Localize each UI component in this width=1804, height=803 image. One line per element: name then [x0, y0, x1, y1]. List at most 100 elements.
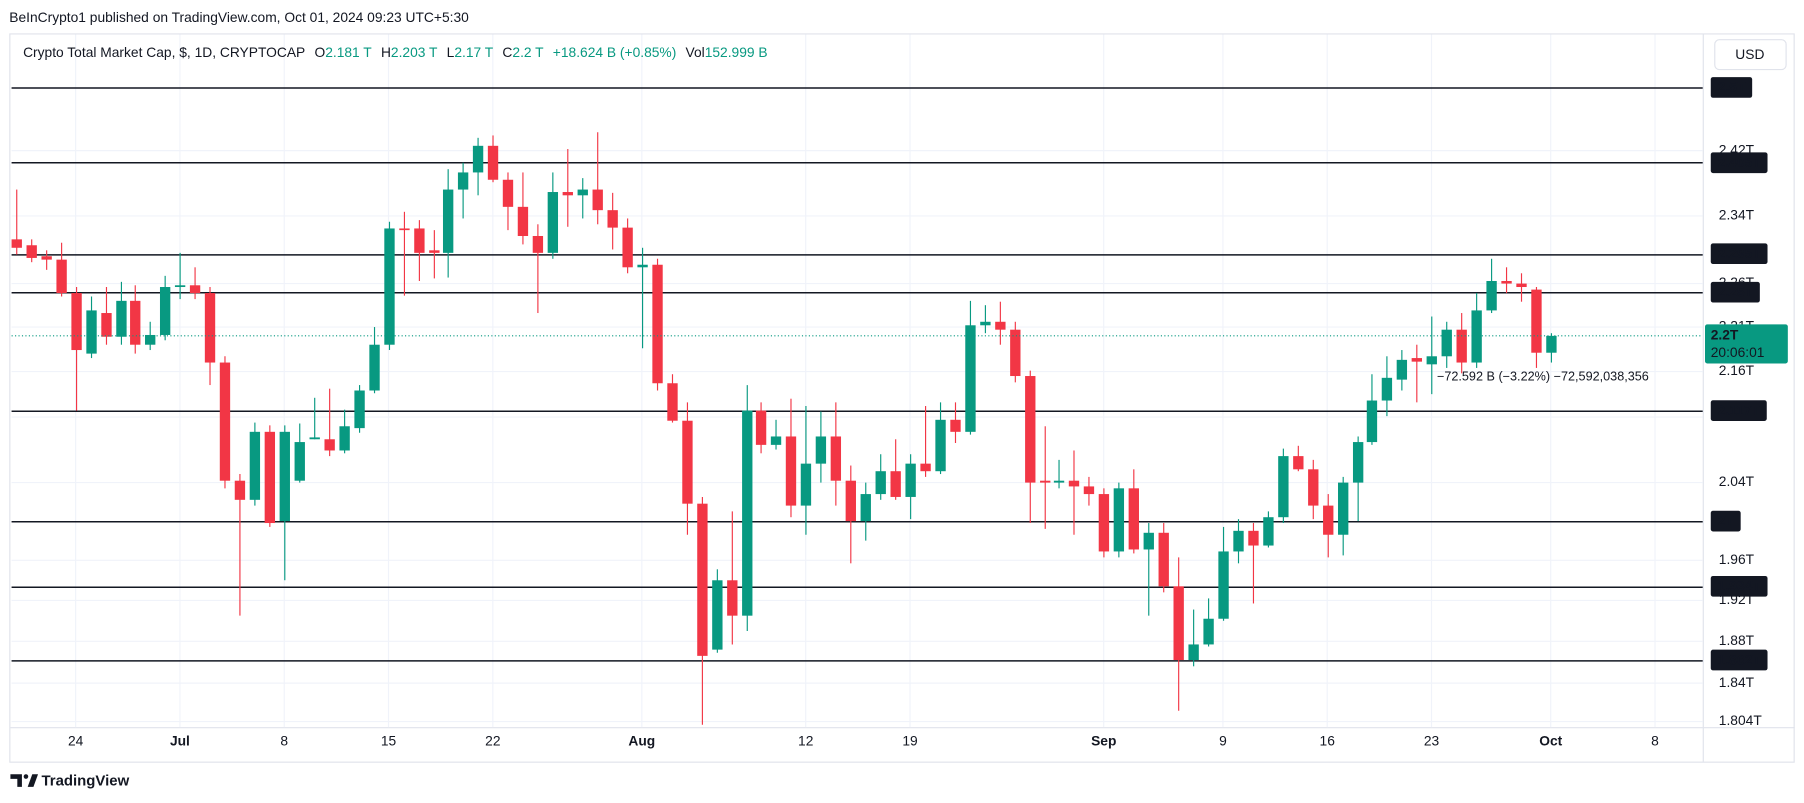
- candle-body: [890, 471, 901, 497]
- candle-body: [712, 580, 723, 650]
- candle-body: [755, 410, 767, 445]
- measure-annotation: −72.592 B (−3.22%) −72,592,038,356: [1437, 370, 1649, 384]
- candle-body: [1218, 551, 1229, 619]
- candle-body: [950, 419, 961, 432]
- candle-body: [1516, 283, 1527, 288]
- candle-body: [1366, 400, 1378, 443]
- candle-body: [1203, 618, 1214, 645]
- low-value: 2.17 T: [454, 45, 493, 60]
- candle-body: [1053, 480, 1065, 483]
- candle-body: [1025, 376, 1036, 483]
- last-price-box: [1705, 324, 1788, 364]
- level-label-box: [1710, 400, 1767, 421]
- overlay: 2.5T 2.405T 2.295T 2.25T 2.117T 2T 1.934T 1.862…: [1437, 77, 1788, 671]
- candle-body: [1531, 289, 1542, 353]
- candle-body: [1188, 644, 1199, 661]
- candle-body: [159, 287, 171, 335]
- close-value: 2.2 T: [512, 45, 544, 60]
- candle-body: [622, 227, 633, 268]
- candle-body: [502, 179, 514, 207]
- candle-body: [41, 256, 52, 260]
- candle-body: [309, 437, 320, 440]
- level-label: 2.117T: [1718, 403, 1761, 418]
- candle-body: [1233, 530, 1244, 552]
- candle-body: [71, 293, 82, 351]
- candle-body: [562, 192, 573, 196]
- footer-logo: [10, 774, 39, 787]
- candle-body: [920, 463, 931, 472]
- x-tick-label: 15: [381, 734, 397, 749]
- candle-body: [457, 172, 469, 190]
- y-tick-label: 1.88T: [1719, 633, 1755, 648]
- candle-body: [1546, 335, 1557, 353]
- candle-body: [472, 145, 484, 173]
- footer-brand: TradingView: [41, 773, 129, 790]
- candle-body: [1308, 469, 1319, 506]
- candle-body: [204, 293, 216, 363]
- candle-body: [532, 235, 544, 253]
- candle-body: [1456, 329, 1467, 363]
- currency-label[interactable]: USD: [1735, 47, 1764, 62]
- candle-body: [234, 480, 246, 500]
- x-tick-label: 19: [902, 734, 918, 749]
- candle-body: [1278, 456, 1289, 518]
- x-tick-label: 12: [798, 734, 813, 749]
- candle-body: [399, 228, 410, 231]
- level-label: 2.25T: [1718, 284, 1754, 299]
- level-label-box: [1710, 510, 1741, 532]
- candle-body: [1010, 329, 1021, 377]
- candle-body: [815, 436, 827, 464]
- candle-body: [770, 436, 782, 445]
- level-label: 2.295T: [1718, 246, 1762, 261]
- candle-body: [294, 442, 305, 481]
- candle-body: [145, 334, 156, 345]
- level-label-box: [1710, 575, 1768, 597]
- candle-body: [1426, 356, 1437, 365]
- candle-body: [1143, 532, 1154, 550]
- candle-body: [995, 321, 1006, 330]
- x-tick-label: Aug: [628, 734, 655, 749]
- candle-body: [264, 431, 276, 524]
- candle-body: [219, 362, 231, 481]
- y-tick-label: 1.804T: [1719, 713, 1763, 728]
- volume-label: Vol: [686, 45, 705, 60]
- candle-body: [1083, 486, 1095, 495]
- x-tick-label: 22: [485, 734, 500, 749]
- candle-body: [860, 494, 871, 522]
- candle-body: [1501, 280, 1512, 284]
- candle-body: [935, 419, 946, 472]
- level-label-box: [1710, 649, 1768, 671]
- low-label: L: [447, 45, 455, 60]
- candle-body: [667, 383, 678, 421]
- candle-body: [517, 206, 529, 236]
- candle-body: [577, 189, 588, 196]
- candle-body: [785, 436, 797, 506]
- level-label: 2T: [1718, 513, 1735, 528]
- candle-body: [369, 344, 380, 391]
- candle-body: [875, 471, 886, 495]
- symbol: Crypto Total Market Cap, $, 1D, CRYPTOCA…: [23, 45, 305, 60]
- candle-body: [354, 390, 365, 429]
- candle-body: [1411, 358, 1422, 362]
- level-label: 2.5T: [1718, 80, 1746, 95]
- candle-body: [742, 410, 753, 616]
- candle-body: [697, 503, 708, 656]
- level-label-box: [1710, 243, 1768, 265]
- grid: [11, 34, 1703, 728]
- candle-body: [1248, 530, 1259, 546]
- publisher-line: BeInCrypto1 published on TradingView.com…: [9, 10, 469, 25]
- last-price-label: 2.2T: [1711, 328, 1739, 343]
- candle-body: [547, 192, 559, 253]
- x-tick-label: 23: [1424, 734, 1440, 749]
- candle-body: [1173, 586, 1184, 661]
- candle-body: [1068, 480, 1080, 487]
- levels: [11, 87, 1703, 662]
- currency-button[interactable]: [1714, 39, 1787, 71]
- x-tick-label: 8: [1651, 734, 1659, 749]
- candle-body: [1128, 488, 1139, 550]
- candle-body: [101, 313, 112, 337]
- x-tick-label: Jul: [170, 734, 190, 749]
